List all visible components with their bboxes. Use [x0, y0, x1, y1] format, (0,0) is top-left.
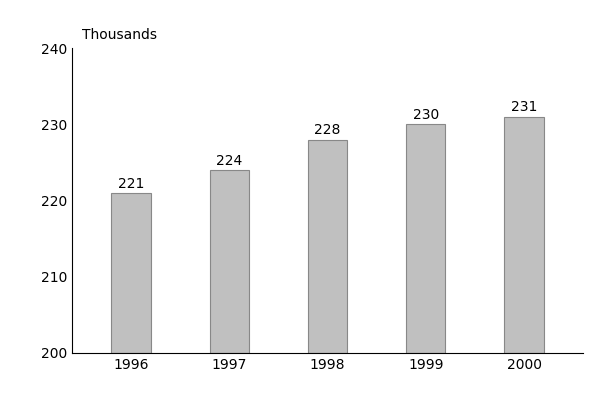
Text: 221: 221 — [118, 176, 144, 190]
Bar — [504, 117, 544, 353]
Bar — [308, 140, 347, 353]
Text: 230: 230 — [413, 108, 439, 122]
Bar — [111, 193, 151, 353]
Text: 228: 228 — [314, 123, 341, 137]
Text: 231: 231 — [511, 100, 537, 114]
Text: 224: 224 — [216, 154, 242, 168]
Text: Thousands: Thousands — [82, 28, 157, 42]
Bar — [210, 170, 249, 353]
Bar — [406, 124, 445, 353]
